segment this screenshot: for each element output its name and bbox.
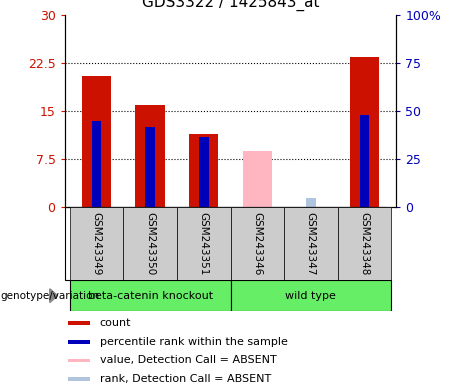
Bar <box>284 207 337 280</box>
Title: GDS3322 / 1425843_at: GDS3322 / 1425843_at <box>142 0 319 11</box>
Bar <box>136 105 165 207</box>
Bar <box>82 76 112 207</box>
Text: GSM243351: GSM243351 <box>199 212 209 276</box>
Bar <box>230 280 391 311</box>
Bar <box>70 207 124 280</box>
Bar <box>70 280 230 311</box>
Text: GSM243346: GSM243346 <box>252 212 262 276</box>
Text: GSM243349: GSM243349 <box>92 212 102 276</box>
Bar <box>360 114 369 207</box>
Polygon shape <box>50 289 58 303</box>
Bar <box>242 151 272 207</box>
Bar <box>92 121 101 207</box>
Bar <box>177 207 230 280</box>
Bar <box>230 207 284 280</box>
Text: percentile rank within the sample: percentile rank within the sample <box>100 337 288 347</box>
Text: genotype/variation: genotype/variation <box>0 291 99 301</box>
Bar <box>145 127 155 207</box>
Bar <box>337 207 391 280</box>
Text: GSM243348: GSM243348 <box>359 212 369 276</box>
Text: GSM243350: GSM243350 <box>145 212 155 275</box>
Bar <box>69 340 90 344</box>
Bar <box>199 137 208 207</box>
Text: GSM243347: GSM243347 <box>306 212 316 276</box>
Bar <box>306 198 316 207</box>
Text: wild type: wild type <box>285 291 336 301</box>
Text: rank, Detection Call = ABSENT: rank, Detection Call = ABSENT <box>100 374 271 384</box>
Bar <box>124 207 177 280</box>
Text: count: count <box>100 318 131 328</box>
Bar <box>69 359 90 362</box>
Text: beta-catenin knockout: beta-catenin knockout <box>88 291 213 301</box>
Bar <box>69 377 90 381</box>
Bar <box>349 57 379 207</box>
Text: value, Detection Call = ABSENT: value, Detection Call = ABSENT <box>100 356 277 366</box>
Bar <box>69 321 90 325</box>
Bar <box>189 134 219 207</box>
